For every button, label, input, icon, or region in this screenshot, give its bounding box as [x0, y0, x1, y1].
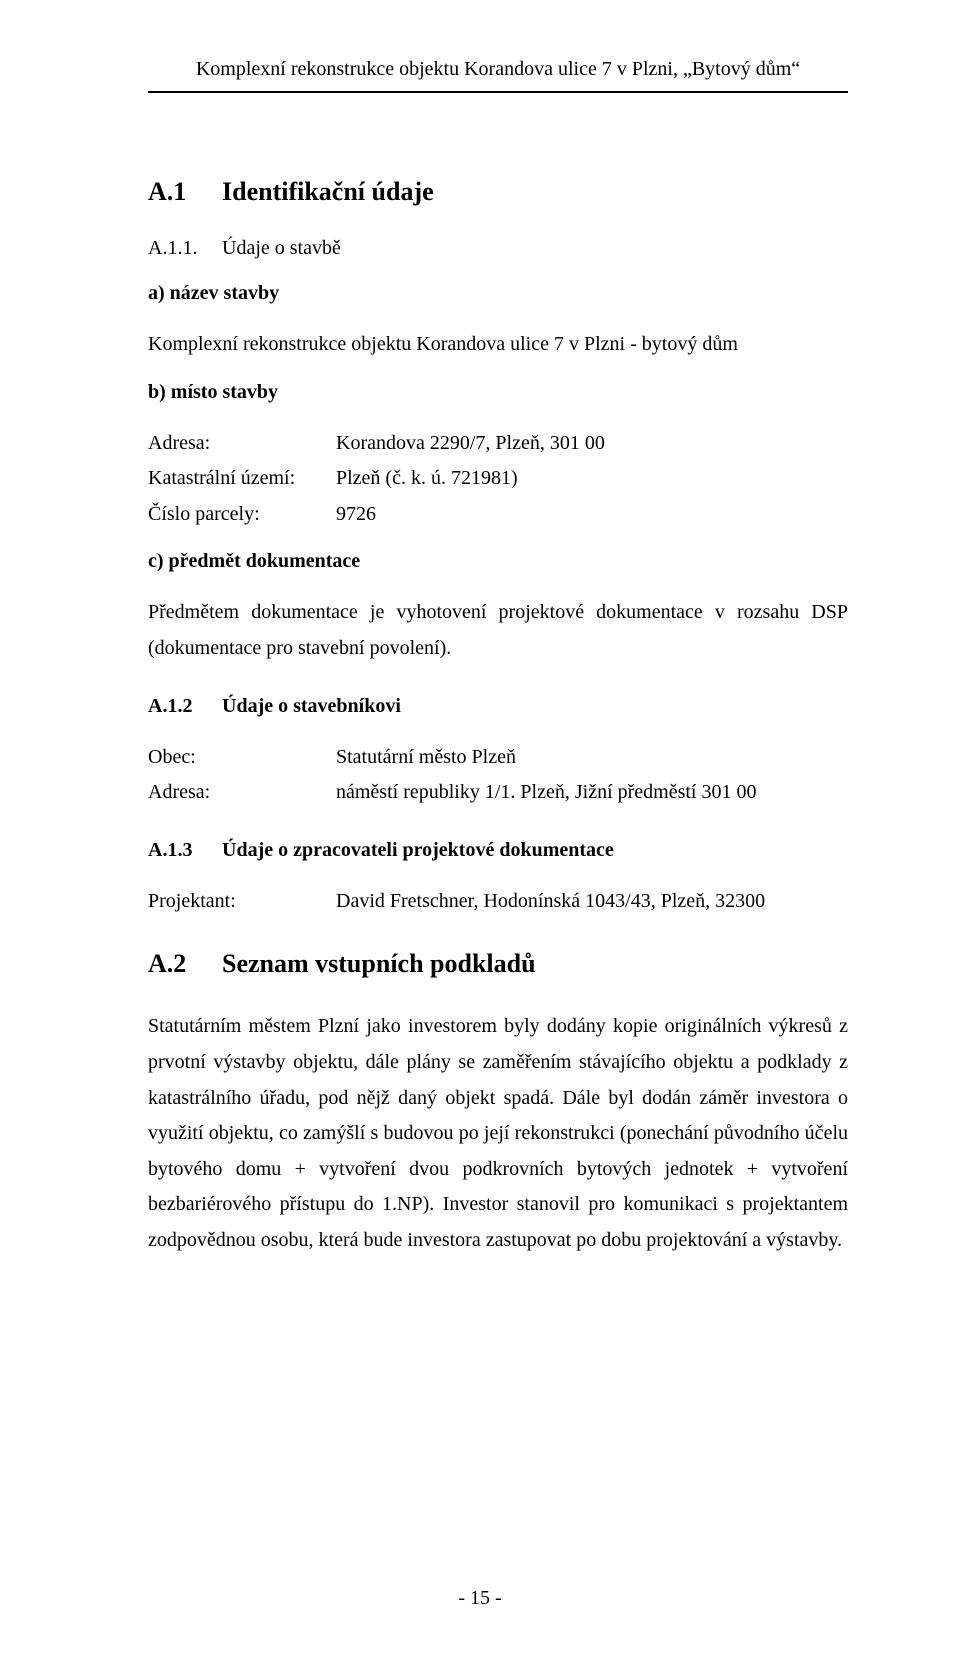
- heading-a13: A.1.3Údaje o zpracovateli projektové dok…: [148, 839, 848, 862]
- heading-a11-title: Údaje o stavbě: [222, 237, 341, 259]
- heading-a13-title: Údaje o zpracovateli projektové dokument…: [222, 839, 614, 861]
- kv-value: náměstí republiky 1/1. Plzeň, Jižní před…: [336, 775, 848, 811]
- page-header: Komplexní rekonstrukce objektu Korandova…: [148, 58, 848, 93]
- kv-row: Číslo parcely: 9726: [148, 497, 848, 533]
- heading-a1: A.1Identifikační údaje: [148, 177, 848, 207]
- document-page: Komplexní rekonstrukce objektu Korandova…: [0, 0, 960, 1658]
- heading-a1-title: Identifikační údaje: [222, 177, 434, 206]
- heading-a1-num: A.1: [148, 177, 222, 207]
- kv-key: Číslo parcely:: [148, 497, 336, 533]
- kv-key: Adresa:: [148, 426, 336, 462]
- kv-key: Katastrální území:: [148, 461, 336, 497]
- text-c: Předmětem dokumentace je vyhotovení proj…: [148, 595, 848, 666]
- heading-a2: A.2Seznam vstupních podkladů: [148, 949, 848, 979]
- kv-key: Adresa:: [148, 775, 336, 811]
- kv-value: Statutární město Plzeň: [336, 740, 848, 776]
- heading-a12-num: A.1.2: [148, 695, 222, 718]
- heading-a12-title: Údaje o stavebníkovi: [222, 695, 401, 717]
- kv-value: 9726: [336, 497, 848, 533]
- heading-a11-num: A.1.1.: [148, 237, 222, 260]
- kv-value: David Fretschner, Hodonínská 1043/43, Pl…: [336, 884, 848, 920]
- kv-key: Obec:: [148, 740, 336, 776]
- heading-a12: A.1.2Údaje o stavebníkovi: [148, 695, 848, 718]
- kv-block-a12: Obec: Statutární město Plzeň Adresa: nám…: [148, 740, 848, 811]
- kv-value: Plzeň (č. k. ú. 721981): [336, 461, 848, 497]
- text-a2: Statutárním městem Plzní jako investorem…: [148, 1009, 848, 1258]
- kv-value: Korandova 2290/7, Plzeň, 301 00: [336, 426, 848, 462]
- page-footer: - 15 -: [0, 1587, 960, 1610]
- heading-a2-title: Seznam vstupních podkladů: [222, 949, 536, 978]
- kv-block-b: Adresa: Korandova 2290/7, Plzeň, 301 00 …: [148, 426, 848, 533]
- kv-row: Adresa: náměstí republiky 1/1. Plzeň, Ji…: [148, 775, 848, 811]
- kv-row: Projektant: David Fretschner, Hodonínská…: [148, 884, 848, 920]
- label-a: a) název stavby: [148, 282, 848, 305]
- kv-row: Adresa: Korandova 2290/7, Plzeň, 301 00: [148, 426, 848, 462]
- text-a: Komplexní rekonstrukce objektu Korandova…: [148, 327, 848, 363]
- kv-row: Katastrální území: Plzeň (č. k. ú. 72198…: [148, 461, 848, 497]
- label-b: b) místo stavby: [148, 381, 848, 404]
- heading-a13-num: A.1.3: [148, 839, 222, 862]
- label-c: c) předmět dokumentace: [148, 550, 848, 573]
- heading-a11: A.1.1.Údaje o stavbě: [148, 237, 848, 260]
- kv-key: Projektant:: [148, 884, 336, 920]
- kv-row: Obec: Statutární město Plzeň: [148, 740, 848, 776]
- kv-block-a13: Projektant: David Fretschner, Hodonínská…: [148, 884, 848, 920]
- heading-a2-num: A.2: [148, 949, 222, 979]
